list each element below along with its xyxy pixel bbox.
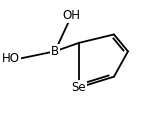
Text: HO: HO (2, 52, 20, 65)
Text: B: B (51, 45, 59, 58)
Text: OH: OH (63, 9, 81, 22)
Text: Se: Se (71, 81, 86, 94)
